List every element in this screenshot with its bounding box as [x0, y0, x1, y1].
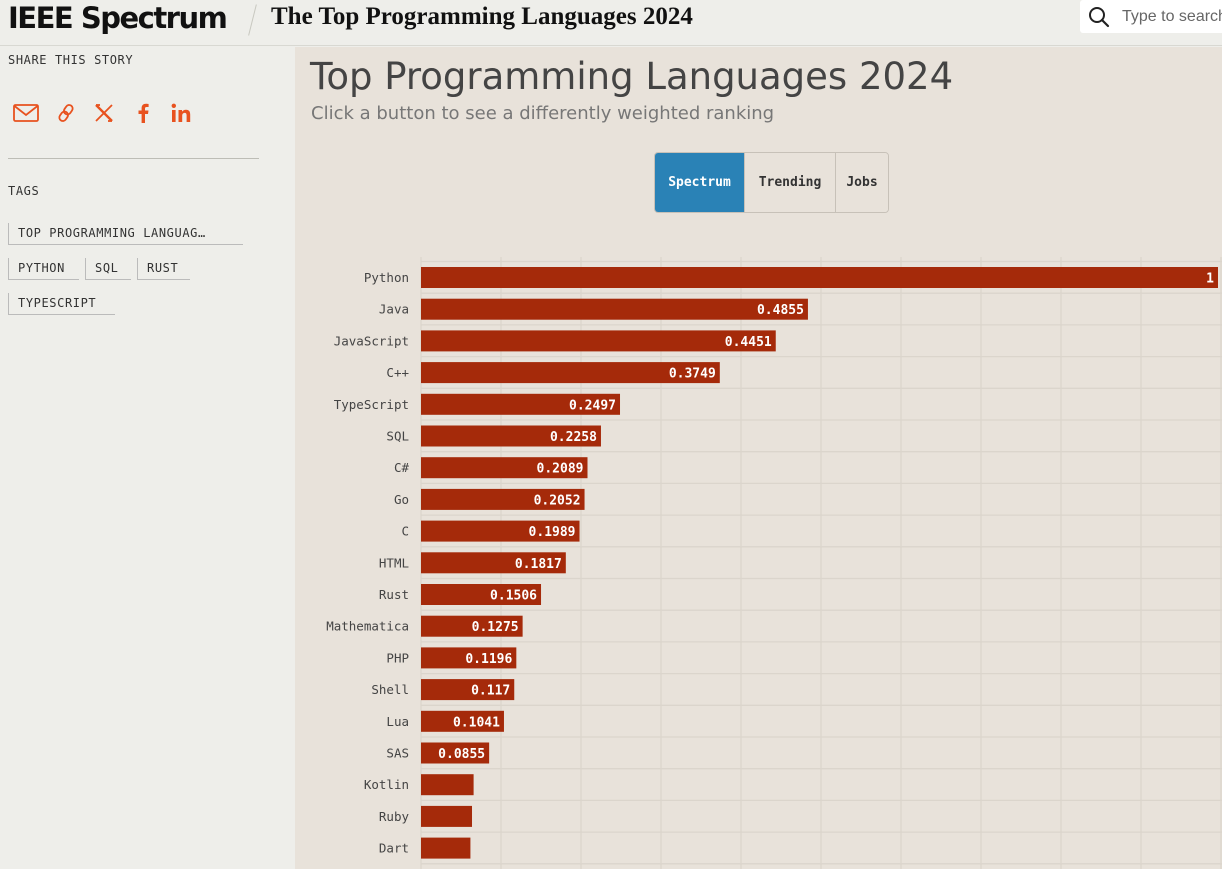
tag-rust[interactable]: RUST [137, 258, 190, 280]
bar [421, 520, 580, 542]
value-label: 0.117 [471, 684, 510, 699]
bar [421, 584, 542, 605]
spectrum-button[interactable]: Spectrum [655, 153, 745, 212]
site-logo[interactable]: IEEE Spectrum [8, 1, 228, 35]
category-label: SQL [386, 429, 409, 444]
value-label: 0.1041 [453, 715, 500, 730]
sidebar: SHARE THIS STORY TAGS TOP PROGRAMMING LA… [0, 47, 295, 869]
bar [421, 710, 504, 732]
x-icon[interactable] [93, 102, 115, 129]
bar [421, 393, 621, 415]
header-divider [248, 4, 257, 36]
category-label: Mathematica [326, 619, 409, 634]
value-label: 0.1196 [465, 652, 512, 667]
chart-panel: Python 1 Java 0.4855 JavaScript 0.4451 C++ 0.37… [295, 47, 1222, 869]
search-input[interactable] [1122, 6, 1222, 28]
bar [421, 362, 720, 384]
category-label: C [401, 524, 409, 539]
value-label: 0.1275 [472, 620, 519, 635]
value-label: 0.1506 [490, 589, 537, 604]
category-label: Python [364, 270, 409, 285]
category-label: C# [394, 460, 410, 475]
bar [421, 774, 474, 796]
category-label: PHP [386, 650, 409, 665]
bar [421, 425, 601, 447]
value-label: 0.2497 [569, 398, 616, 413]
tag-typescript[interactable]: TYPESCRIPT [8, 293, 115, 315]
linkedin-icon[interactable] [170, 102, 194, 129]
search-box[interactable] [1080, 0, 1222, 33]
value-label: 0.2052 [534, 493, 581, 508]
category-label: SAS [386, 746, 409, 761]
bar [421, 457, 588, 479]
bar [421, 647, 517, 669]
bar [421, 837, 471, 859]
value-label: 0.1989 [529, 525, 576, 540]
bar [421, 552, 566, 574]
bar [421, 488, 585, 510]
tag-python[interactable]: PYTHON [8, 258, 79, 280]
bar [421, 267, 1218, 288]
value-label: 0.2089 [537, 462, 584, 477]
sidebar-divider [8, 158, 259, 159]
bar [421, 679, 515, 701]
chart-title: Top Programming Languages 2024 [310, 55, 954, 98]
trending-button[interactable]: Trending [745, 153, 836, 212]
value-label: 0.4855 [757, 303, 804, 318]
category-label: Go [394, 492, 409, 507]
search-icon [1089, 7, 1110, 28]
category-label: HTML [379, 555, 409, 570]
value-label: 0.4451 [725, 335, 772, 350]
value-label: 0.3749 [669, 367, 716, 382]
category-label: TypeScript [334, 397, 409, 412]
category-label: JavaScript [334, 333, 409, 348]
value-label: 0.2258 [550, 430, 597, 445]
top-bar: IEEE Spectrum The Top Programming Langua… [0, 0, 1222, 46]
link-icon[interactable] [55, 102, 77, 129]
chart-subtitle: Click a button to see a differently weig… [311, 103, 775, 124]
value-label: 1 [1206, 272, 1214, 287]
bar [421, 805, 473, 827]
bar [421, 615, 523, 637]
jobs-button[interactable]: Jobs [836, 153, 888, 212]
bar [421, 330, 776, 352]
category-label: Dart [379, 841, 409, 856]
tag-top-programming-languages[interactable]: TOP PROGRAMMING LANGUAG… [8, 223, 243, 245]
mail-icon[interactable] [12, 102, 40, 129]
share-label: SHARE THIS STORY [8, 53, 134, 67]
category-label: Rust [379, 587, 409, 602]
bar [421, 742, 490, 764]
facebook-icon[interactable] [134, 102, 152, 129]
tag-sql[interactable]: SQL [85, 258, 131, 280]
category-label: Java [379, 302, 409, 317]
tags-label: TAGS [8, 184, 40, 198]
value-label: 0.1817 [515, 557, 562, 572]
bar-chart: Python 1 Java 0.4855 JavaScript 0.4451 C++ 0.37… [326, 257, 1222, 869]
article-title: The Top Programming Languages 2024 [271, 3, 693, 30]
bar [421, 298, 808, 320]
category-label: Ruby [379, 809, 410, 824]
category-label: Kotlin [364, 777, 409, 792]
category-label: Shell [371, 682, 409, 697]
value-label: 0.0855 [438, 747, 485, 762]
ranking-toggle: Spectrum Trending Jobs [654, 152, 889, 213]
category-label: C++ [386, 365, 409, 380]
category-label: Lua [386, 714, 409, 729]
